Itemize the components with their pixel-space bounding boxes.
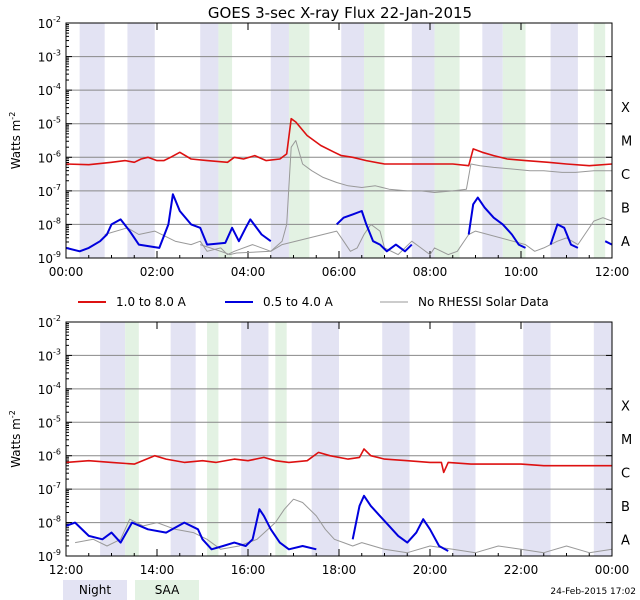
bottom-x-tick-label: 14:00 <box>140 563 175 577</box>
bottom-class-label-m: M <box>621 433 632 448</box>
bottom-class-label-a: A <box>621 533 630 548</box>
bottom-x-tick-label: 22:00 <box>504 563 539 577</box>
bottom-short-series-2 <box>351 494 449 552</box>
bottom-y-tick-label: 10-2 <box>38 314 61 330</box>
top-saa-band-1 <box>288 23 310 258</box>
bottom-x-tick-label: 18:00 <box>322 563 357 577</box>
top-night-band-5 <box>411 23 435 258</box>
top-class-label-x: X <box>621 101 630 116</box>
bottom-x-tick-label: 12:00 <box>49 563 84 577</box>
bottom-x-tick-label: 20:00 <box>413 563 448 577</box>
bottom-night-band-5 <box>452 322 476 556</box>
top-class-label-m: M <box>621 135 632 150</box>
bottom-y-tick-label: 10-5 <box>38 414 61 430</box>
top-night-band-4 <box>341 23 365 258</box>
top-y-tick-label: 10-7 <box>38 183 61 199</box>
generation-timestamp: 24-Feb-2015 17:02 <box>550 587 636 597</box>
legend-saa-label: SAA <box>155 583 180 597</box>
top-y-tick-label: 10-3 <box>38 49 61 65</box>
top-night-band-2 <box>200 23 219 258</box>
bottom-short-series <box>65 508 317 551</box>
bottom-night-band-6 <box>523 322 551 556</box>
top-night-band-6 <box>482 23 503 258</box>
chart-title: GOES 3-sec X-ray Flux 22-Jan-2015 <box>208 4 472 22</box>
bottom-x-tick-label: 16:00 <box>231 563 266 577</box>
top-x-tick-label: 04:00 <box>231 265 266 279</box>
bottom-y-tick-label: 10-3 <box>38 347 61 363</box>
bottom-night-band-0 <box>100 322 126 556</box>
bottom-saa-band-2 <box>275 322 287 556</box>
bottom-y-axis-label: Watts m-2 <box>8 410 23 468</box>
top-y-tick-label: 10-8 <box>38 216 61 232</box>
top-x-tick-label: 12:00 <box>595 265 630 279</box>
top-night-band-3 <box>270 23 289 258</box>
band-legend: Night SAA <box>63 580 199 600</box>
bottom-night-band-3 <box>311 322 339 556</box>
bottom-saa-band-1 <box>207 322 219 556</box>
top-short-series-4 <box>549 223 579 249</box>
bottom-class-label-x: X <box>621 400 630 415</box>
top-long-series <box>65 117 613 167</box>
bottom-long-series <box>65 448 612 474</box>
bottom-night-band-1 <box>170 322 196 556</box>
top-class-label-b: B <box>621 202 630 217</box>
bottom-plot-frame <box>65 321 613 557</box>
top-saa-band-0 <box>218 23 233 258</box>
top-plot-frame <box>65 22 613 259</box>
top-y-tick-label: 10-2 <box>38 15 61 31</box>
legend-night-label: Night <box>79 583 112 597</box>
bottom-night-band-7 <box>593 322 612 556</box>
top-x-tick-label: 10:00 <box>504 265 539 279</box>
bottom-night-band-2 <box>241 322 269 556</box>
legend-label-long: 1.0 to 8.0 A <box>116 295 187 309</box>
top-class-label-c: C <box>621 168 630 183</box>
bottom-class-label-c: C <box>621 466 630 481</box>
top-short-series-3 <box>467 196 526 249</box>
top-panel-plot: 10-2 10-3 10-4 10-5 10-6 10-7 10-8 10-9 X M C B A 00:… <box>8 15 632 279</box>
top-night-band-1 <box>127 23 155 258</box>
bottom-y-tick-label: 10-6 <box>38 448 61 464</box>
bottom-y-tick-label: 10-9 <box>38 548 61 564</box>
top-short-series-5 <box>604 240 613 246</box>
legend-saa-band <box>135 580 199 600</box>
legend-label-short: 0.5 to 4.0 A <box>263 295 334 309</box>
top-x-tick-label: 00:00 <box>49 265 84 279</box>
top-nodata-series-low <box>200 217 613 256</box>
top-saa-band-4 <box>502 23 526 258</box>
top-saa-band-5 <box>593 23 606 258</box>
bottom-x-tick-label: 00:00 <box>595 563 630 577</box>
bottom-night-band-4 <box>382 322 410 556</box>
top-x-tick-label: 06:00 <box>322 265 357 279</box>
bottom-class-label-b: B <box>621 500 630 515</box>
top-short-series-2 <box>336 210 413 253</box>
bottom-saa-band-0 <box>125 322 139 556</box>
series-legend: 1.0 to 8.0 A 0.5 to 4.0 A No RHESSI Sola… <box>78 295 549 309</box>
top-class-label-a: A <box>621 235 630 250</box>
top-y-tick-label: 10-9 <box>38 250 61 266</box>
top-y-axis-label: Watts m-2 <box>8 112 23 170</box>
bottom-y-tick-label: 10-8 <box>38 515 61 531</box>
top-night-band-0 <box>79 23 105 258</box>
bottom-nodata-series <box>75 498 613 554</box>
legend-night-band <box>63 580 127 600</box>
bottom-y-tick-label: 10-7 <box>38 481 61 497</box>
bottom-panel-plot: 10-2 10-3 10-4 10-5 10-6 10-7 10-8 10-9 X M C B A 12:… <box>8 314 632 577</box>
top-saa-band-2 <box>364 23 385 258</box>
top-y-tick-label: 10-6 <box>38 149 61 165</box>
top-saa-band-3 <box>434 23 460 258</box>
top-y-tick-label: 10-4 <box>38 82 61 98</box>
top-night-band-7 <box>550 23 578 258</box>
bottom-y-tick-label: 10-4 <box>38 381 61 397</box>
top-x-tick-label: 02:00 <box>140 265 175 279</box>
top-short-series <box>65 193 272 253</box>
legend-label-nodata: No RHESSI Solar Data <box>418 295 549 309</box>
top-x-tick-label: 08:00 <box>413 265 448 279</box>
top-y-tick-label: 10-5 <box>38 116 61 132</box>
